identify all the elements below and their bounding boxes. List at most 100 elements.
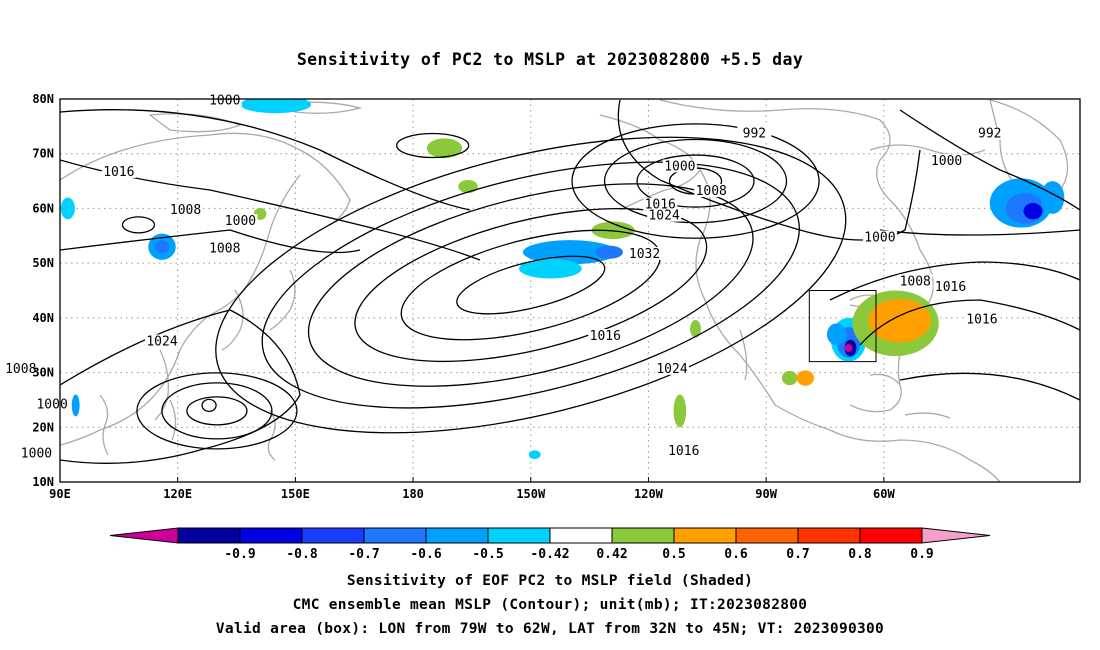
- isobar: [307, 183, 754, 387]
- sensitivity-region: [673, 394, 687, 428]
- lat-tick-label: 60N: [32, 201, 54, 215]
- sensitivity-region: [60, 197, 75, 220]
- sensitivity-region: [595, 245, 623, 259]
- map-border: [59, 98, 1081, 483]
- isobar: [859, 299, 1080, 346]
- contour-label: 1000: [36, 397, 67, 412]
- sensitivity-region: [1023, 202, 1043, 220]
- lon-tick-label: 60W: [873, 487, 895, 501]
- contour-label: 1024: [648, 209, 679, 224]
- contour-label: 1016: [935, 280, 966, 295]
- caption-line-3: Valid area (box): LON from 79W to 62W, L…: [215, 621, 885, 637]
- colorbar-swatch: [301, 527, 365, 544]
- caption-line-2: CMC ensemble mean MSLP (Contour); unit(m…: [292, 597, 808, 613]
- contour-label: 1000: [21, 447, 52, 462]
- contour-labels: 1000 992 992 1016 1000 1008 1000 1008 1016 1024 10…: [3, 93, 1007, 462]
- lon-tick-label: 150E: [281, 487, 310, 501]
- isobar: [60, 109, 471, 211]
- colorbar-swatch: [487, 527, 551, 544]
- lon-tick-label: 120W: [634, 487, 664, 501]
- contour-label-bg: [207, 241, 242, 255]
- contour-label-bg: [737, 126, 772, 140]
- isobar: [456, 255, 606, 315]
- contour-label: 1024: [656, 362, 687, 377]
- isobar: [161, 382, 273, 440]
- contour-label-bg: [168, 203, 203, 217]
- colorbar-label: -0.8: [286, 547, 317, 562]
- colorbar-swatch: [363, 527, 427, 544]
- colorbar-low-extend: [109, 527, 179, 544]
- lat-tick-label: 20N: [32, 420, 54, 434]
- coastline: [849, 249, 934, 413]
- isobar: [617, 99, 921, 241]
- contour-label-bg: [145, 334, 179, 348]
- contour-label: 1000: [664, 159, 695, 174]
- isobar: [201, 398, 217, 413]
- contour-label: 1024: [146, 334, 177, 349]
- contour-label-bg: [19, 446, 54, 460]
- isobar: [186, 396, 248, 426]
- sensitivity-region: [154, 240, 170, 254]
- sensitivity-region: [426, 138, 463, 159]
- sensitivity-region: [826, 323, 847, 346]
- contour-label: 992: [743, 127, 766, 142]
- coastline: [829, 429, 1001, 482]
- colorbar-label: 0.6: [724, 547, 748, 562]
- contour-label: 992: [978, 127, 1001, 142]
- contour-label-bg: [647, 208, 682, 222]
- contour-label-bg: [972, 126, 1007, 140]
- colorbar-swatch: [673, 527, 737, 544]
- coastline: [288, 101, 363, 114]
- isobar: [60, 229, 361, 254]
- isobar: [636, 154, 755, 208]
- sensitivity-region: [781, 370, 798, 386]
- coastline: [60, 132, 351, 226]
- isobar: [354, 207, 708, 363]
- contour-label-bg: [898, 274, 933, 288]
- isobar: [899, 109, 1080, 211]
- valid-area-box: [808, 290, 877, 363]
- isobar: [215, 136, 847, 434]
- colorbar-label: -0.7: [348, 547, 379, 562]
- isobar: [603, 138, 788, 224]
- contour-label-bg: [666, 443, 701, 457]
- colorbar-swatch: [425, 527, 489, 544]
- coastline: [269, 269, 296, 331]
- axis-labels: 90E 120E 150E 180 150W 120W 90W 60W 80N 70N 60N 50N…: [32, 92, 895, 501]
- colorbar-swatch: [735, 527, 799, 544]
- contour-label-bg: [964, 312, 999, 326]
- colorbar-swatch: [859, 527, 923, 544]
- colorbar-label: 0.7: [786, 547, 809, 562]
- isobar: [571, 123, 820, 239]
- lat-tick-label: 80N: [32, 92, 54, 106]
- contour-label-bg: [35, 397, 70, 411]
- contour-label: 1016: [668, 444, 699, 459]
- colorbar-label: 0.5: [662, 547, 685, 562]
- map-frame: [60, 99, 1080, 482]
- lat-tick-label: 40N: [32, 311, 54, 325]
- lon-tick-label: 90W: [755, 487, 777, 501]
- contour-label: 1008: [170, 203, 201, 218]
- colorbar-label: -0.6: [410, 547, 441, 562]
- colorbar: -0.9 -0.8 -0.7 -0.6 -0.5 -0.42 0.42 0.5 0.6 0.7 0.…: [109, 527, 991, 562]
- sensitivity-region: [796, 370, 815, 386]
- contour-label: 1008: [209, 241, 240, 256]
- colorbar-label: -0.5: [472, 547, 503, 562]
- colorbar-swatch: [239, 527, 303, 544]
- contour-label: 1008: [5, 362, 36, 377]
- colorbar-swatch: [177, 527, 241, 544]
- coastline: [169, 399, 177, 441]
- sensitivity-peak: [844, 343, 853, 352]
- coastline: [659, 99, 921, 251]
- page-title: Sensitivity of PC2 to MSLP at 2023082800…: [296, 50, 804, 69]
- contour-label: 1016: [590, 329, 621, 344]
- colorbar-swatch: [549, 527, 613, 544]
- isobar: [829, 261, 1080, 301]
- colorbar-swatch: [611, 527, 675, 544]
- sensitivity-region: [690, 320, 702, 338]
- contour-label: 1016: [966, 313, 997, 328]
- lon-tick-label: 120E: [163, 487, 192, 501]
- contour-label-bg: [588, 329, 623, 343]
- contour-label: 1000: [225, 214, 256, 229]
- isobar: [261, 161, 800, 409]
